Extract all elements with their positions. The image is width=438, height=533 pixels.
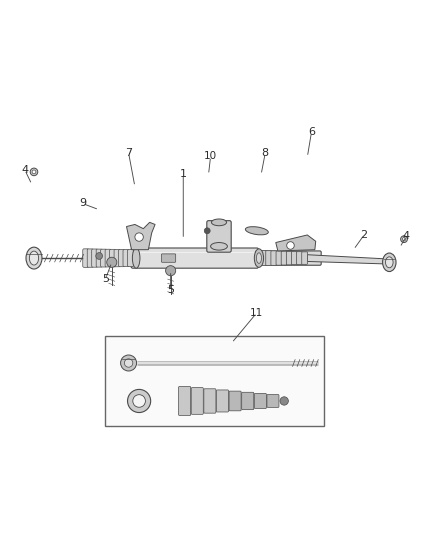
FancyBboxPatch shape [110, 249, 116, 267]
Ellipse shape [120, 355, 137, 371]
Text: 4: 4 [403, 231, 410, 241]
Ellipse shape [127, 390, 151, 413]
Ellipse shape [30, 168, 38, 176]
FancyBboxPatch shape [119, 249, 125, 266]
Text: 11: 11 [250, 308, 264, 318]
Ellipse shape [254, 249, 264, 268]
Text: 10: 10 [204, 151, 217, 161]
Circle shape [107, 257, 117, 268]
FancyBboxPatch shape [256, 251, 321, 265]
Polygon shape [307, 255, 387, 264]
Text: 5: 5 [102, 274, 109, 284]
FancyBboxPatch shape [131, 248, 258, 268]
Ellipse shape [211, 243, 227, 250]
FancyBboxPatch shape [261, 251, 266, 265]
Text: 7: 7 [125, 148, 132, 158]
Ellipse shape [29, 251, 39, 265]
Ellipse shape [256, 253, 261, 263]
FancyBboxPatch shape [266, 251, 272, 265]
Circle shape [135, 233, 143, 241]
FancyBboxPatch shape [123, 249, 129, 266]
FancyBboxPatch shape [83, 249, 89, 268]
FancyBboxPatch shape [161, 254, 176, 262]
Text: 6: 6 [308, 127, 315, 137]
FancyBboxPatch shape [286, 252, 292, 265]
Circle shape [280, 397, 288, 405]
FancyBboxPatch shape [92, 249, 98, 267]
Ellipse shape [245, 227, 268, 235]
FancyBboxPatch shape [191, 387, 203, 414]
Polygon shape [276, 235, 316, 251]
FancyBboxPatch shape [114, 249, 120, 267]
FancyBboxPatch shape [229, 391, 241, 411]
Text: 9: 9 [79, 198, 86, 208]
FancyBboxPatch shape [207, 221, 231, 252]
FancyBboxPatch shape [291, 252, 297, 265]
FancyBboxPatch shape [101, 249, 107, 267]
Text: 4: 4 [21, 165, 28, 175]
Ellipse shape [133, 394, 145, 407]
FancyBboxPatch shape [179, 386, 191, 416]
Ellipse shape [403, 238, 406, 241]
FancyBboxPatch shape [276, 251, 282, 265]
Text: 8: 8 [261, 148, 269, 158]
Ellipse shape [385, 257, 393, 268]
FancyBboxPatch shape [216, 390, 229, 412]
Text: 5: 5 [167, 286, 174, 295]
Ellipse shape [401, 236, 407, 243]
Circle shape [204, 228, 210, 233]
FancyBboxPatch shape [297, 252, 302, 264]
Ellipse shape [32, 170, 36, 174]
Polygon shape [127, 222, 155, 249]
Text: 1: 1 [180, 169, 187, 179]
FancyBboxPatch shape [105, 249, 111, 267]
Ellipse shape [26, 247, 42, 269]
Ellipse shape [382, 253, 396, 271]
Ellipse shape [212, 219, 226, 225]
Ellipse shape [124, 359, 133, 367]
FancyBboxPatch shape [242, 392, 254, 410]
Ellipse shape [132, 248, 140, 268]
FancyBboxPatch shape [271, 251, 277, 265]
Circle shape [287, 241, 294, 249]
Circle shape [166, 265, 176, 276]
FancyBboxPatch shape [127, 249, 134, 266]
FancyBboxPatch shape [254, 393, 266, 408]
Circle shape [96, 253, 102, 260]
Bar [106, 336, 324, 426]
FancyBboxPatch shape [204, 389, 216, 413]
FancyBboxPatch shape [96, 249, 102, 267]
FancyBboxPatch shape [267, 394, 279, 407]
FancyBboxPatch shape [281, 251, 287, 265]
FancyBboxPatch shape [302, 252, 307, 264]
FancyBboxPatch shape [87, 249, 93, 267]
Text: 2: 2 [360, 230, 367, 240]
